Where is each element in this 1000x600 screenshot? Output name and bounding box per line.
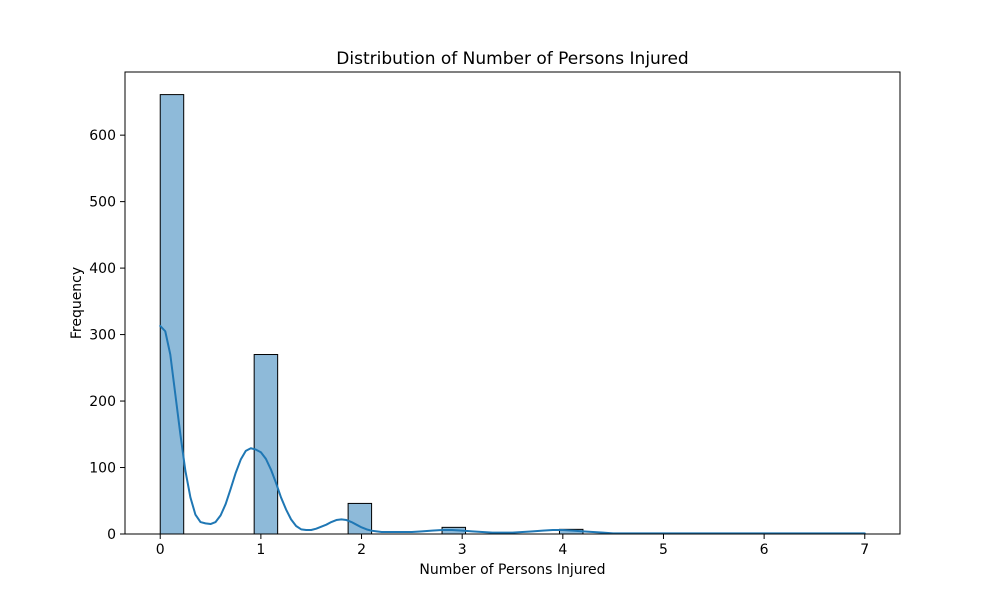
kde-layer bbox=[159, 324, 866, 535]
x-axis-ticks: 0 1 2 3 4 5 6 7 bbox=[156, 534, 869, 558]
y-tick-label: 100 bbox=[89, 461, 116, 477]
y-axis-label: Frequency bbox=[69, 267, 85, 339]
bars-layer bbox=[159, 94, 584, 535]
x-tick-label: 7 bbox=[860, 542, 869, 558]
x-tick-label: 4 bbox=[558, 542, 567, 558]
x-tick-label: 2 bbox=[357, 542, 366, 558]
y-tick-label: 200 bbox=[89, 394, 116, 410]
kde-line bbox=[159, 324, 866, 535]
y-tick-label: 300 bbox=[89, 328, 116, 344]
histogram-bar bbox=[253, 354, 279, 535]
y-tick-label: 400 bbox=[89, 261, 116, 277]
y-axis-ticks: 0 100 200 300 400 500 600 bbox=[89, 128, 125, 543]
y-tick-label: 600 bbox=[89, 128, 116, 144]
histogram-bar bbox=[159, 94, 185, 535]
x-tick-label: 1 bbox=[256, 542, 265, 558]
x-tick-label: 0 bbox=[156, 542, 165, 558]
x-tick-label: 3 bbox=[458, 542, 467, 558]
axes-frame bbox=[124, 71, 901, 535]
chart-title: Distribution of Number of Persons Injure… bbox=[336, 49, 688, 69]
x-tick-label: 6 bbox=[760, 542, 769, 558]
y-tick-label: 500 bbox=[89, 195, 116, 211]
x-tick-label: 5 bbox=[659, 542, 668, 558]
y-tick-label: 0 bbox=[107, 527, 116, 543]
x-axis-label: Number of Persons Injured bbox=[419, 562, 605, 578]
